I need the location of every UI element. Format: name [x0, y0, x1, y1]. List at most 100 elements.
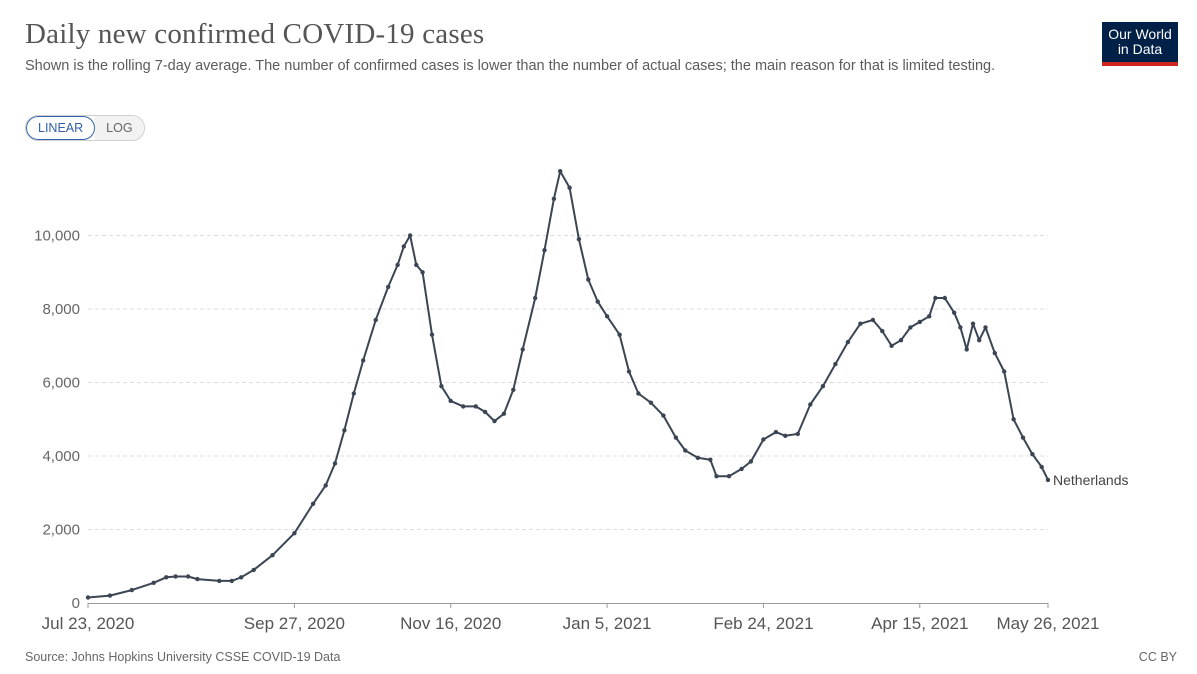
data-point	[551, 196, 557, 201]
logo-line-2: in Data	[1117, 41, 1163, 57]
x-tick-label: May 26, 2021	[996, 614, 1099, 633]
data-point	[761, 437, 766, 442]
data-point	[361, 358, 366, 363]
data-point	[983, 325, 988, 330]
data-point	[870, 317, 876, 323]
data-point	[542, 248, 547, 253]
data-point	[714, 474, 719, 479]
line-chart: 0 2,000 4,000 6,000 8,000 10,000 Jul 23, 2020 S…	[34, 169, 1129, 634]
scale-toggle: LINEAR LOG	[25, 115, 145, 141]
y-tick-label: 0	[72, 595, 80, 612]
data-point	[795, 431, 800, 437]
y-tick-label: 2,000	[42, 522, 80, 539]
data-point	[604, 314, 610, 319]
logo-line-1: Our World	[1108, 26, 1172, 42]
data-point	[323, 483, 328, 488]
x-tick-label: Apr 15, 2021	[871, 614, 968, 633]
owid-logo[interactable]: Our World in Data	[1102, 22, 1178, 66]
data-point	[748, 459, 754, 464]
axes: 0 2,000 4,000 6,000 8,000 10,000 Jul 23, 2020 S…	[34, 228, 1099, 634]
y-tick-label: 6,000	[42, 375, 80, 392]
x-tick-label: Nov 16, 2020	[400, 614, 501, 633]
data-point	[773, 429, 779, 435]
data-point	[164, 575, 169, 580]
data-point	[964, 347, 969, 352]
data-point	[351, 391, 356, 396]
data-point	[229, 578, 234, 584]
linear-scale-button[interactable]: LINEAR	[26, 116, 96, 140]
data-point	[952, 310, 957, 315]
series-layer: Netherlands	[85, 169, 1129, 600]
data-point	[386, 284, 391, 290]
data-point	[407, 233, 413, 238]
data-point	[708, 457, 713, 462]
data-point	[251, 567, 256, 573]
data-point	[461, 404, 466, 409]
data-point	[942, 295, 947, 301]
data-point	[586, 277, 591, 282]
license-label[interactable]: CC BY	[1138, 650, 1177, 664]
data-point	[129, 587, 134, 593]
source-note[interactable]: Source: Johns Hopkins University CSSE CO…	[25, 650, 341, 664]
data-point	[567, 185, 572, 190]
data-point	[783, 433, 788, 438]
data-point	[511, 387, 516, 392]
data-point	[473, 404, 478, 409]
data-point	[636, 391, 641, 396]
y-tick-label: 8,000	[42, 301, 80, 318]
gridlines	[88, 235, 1048, 530]
data-point	[414, 262, 419, 268]
data-point	[739, 466, 744, 472]
data-point	[576, 237, 582, 242]
y-tick-label: 10,000	[34, 228, 80, 245]
data-point	[1030, 452, 1035, 457]
data-point	[927, 314, 932, 319]
series-label: Netherlands	[1053, 472, 1129, 488]
data-point	[1045, 477, 1051, 483]
data-point	[661, 413, 666, 418]
x-tick-label: Feb 24, 2021	[713, 614, 813, 633]
data-point	[239, 575, 244, 580]
data-point	[673, 435, 679, 440]
data-point	[292, 531, 297, 536]
data-point	[395, 262, 400, 268]
data-point	[880, 328, 885, 334]
x-tick-label: Jan 5, 2021	[563, 614, 652, 633]
data-point	[992, 350, 997, 356]
data-point	[173, 574, 178, 579]
data-point	[617, 332, 622, 337]
data-point	[808, 402, 813, 407]
data-point	[726, 474, 732, 479]
x-tick-label: Sep 27, 2020	[244, 614, 345, 633]
data-point	[492, 418, 497, 424]
data-point	[908, 325, 913, 330]
data-point	[185, 574, 191, 579]
data-point	[448, 398, 453, 404]
data-point	[558, 169, 563, 174]
data-point	[1002, 369, 1007, 374]
log-scale-button[interactable]: LOG	[95, 116, 144, 140]
chart-subtitle: Shown is the rolling 7-day average. The …	[25, 58, 996, 74]
series-line	[87, 170, 1049, 599]
logo-accent-bar	[1102, 62, 1178, 66]
data-point	[332, 461, 338, 466]
data-point	[977, 338, 982, 343]
data-point	[533, 295, 538, 301]
data-point	[648, 400, 654, 405]
data-point	[85, 595, 91, 600]
data-point	[1011, 417, 1016, 422]
data-point	[310, 501, 316, 506]
data-point	[501, 411, 507, 416]
data-point	[970, 321, 976, 326]
data-point	[342, 428, 347, 433]
data-point	[858, 321, 863, 326]
y-tick-label: 4,000	[42, 448, 80, 465]
data-point	[833, 361, 838, 367]
data-point	[1039, 464, 1044, 470]
data-point	[420, 270, 425, 275]
data-point	[151, 580, 156, 585]
data-point	[429, 332, 435, 337]
data-point	[695, 455, 700, 460]
data-point	[845, 339, 851, 345]
data-point	[626, 369, 632, 374]
